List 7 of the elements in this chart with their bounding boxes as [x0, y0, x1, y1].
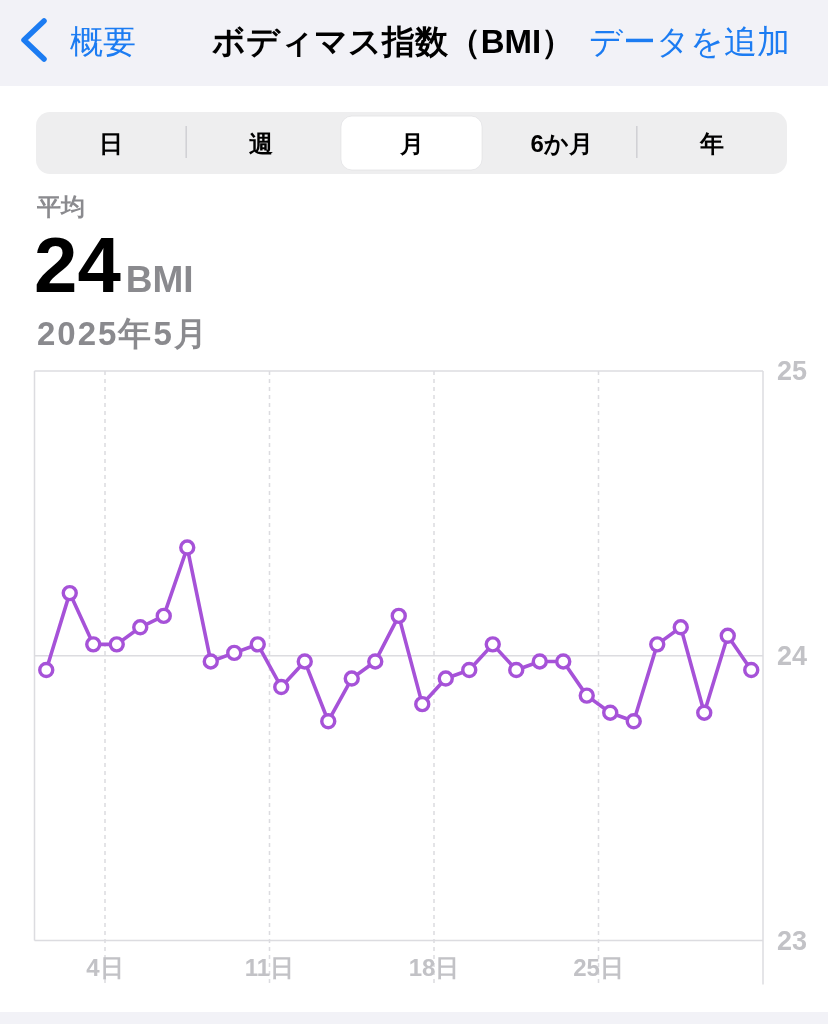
average-value: 24 — [34, 221, 121, 309]
back-label: 概要 — [70, 22, 136, 60]
average-unit: BMI — [125, 259, 194, 300]
subtitle: 2025年5月 — [37, 314, 209, 352]
title: ボディマス指数（BMI） — [211, 22, 575, 60]
add-data-label: データを追加 — [589, 22, 790, 60]
average-label: 平均 — [37, 192, 85, 220]
